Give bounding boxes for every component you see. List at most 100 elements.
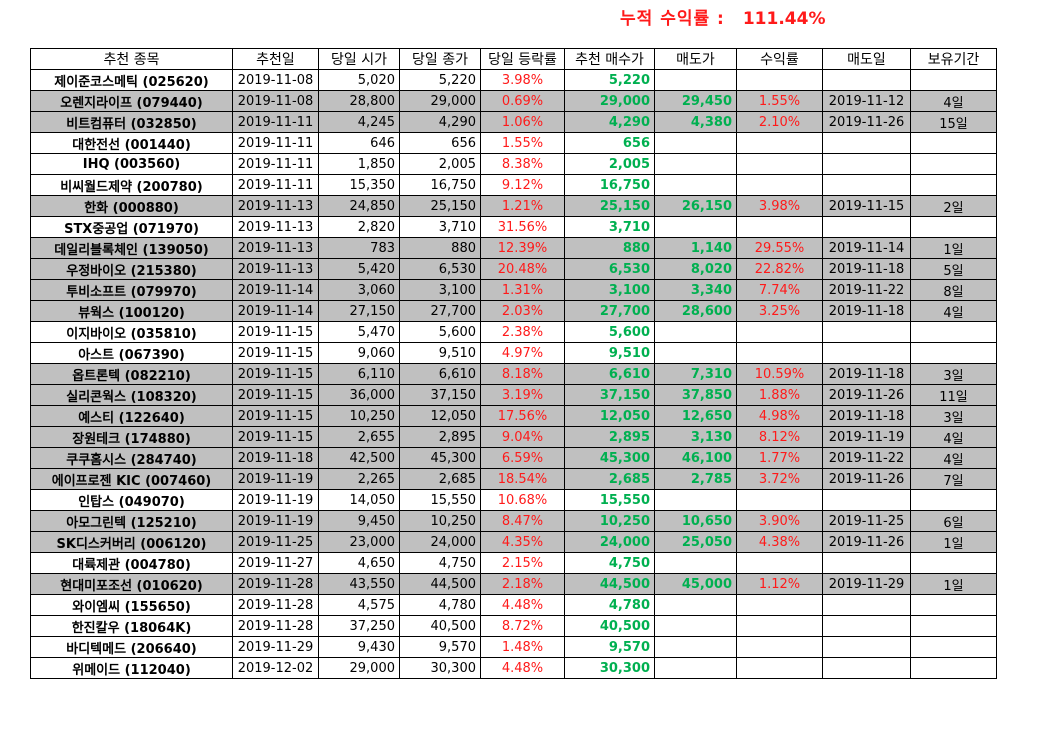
sell-price-cell: 45,000 — [654, 573, 737, 595]
sell-date-cell — [822, 342, 911, 364]
close-price-cell: 40,500 — [399, 615, 481, 637]
open-price-cell: 5,470 — [318, 321, 400, 343]
sell-date-cell: 2019-11-29 — [822, 573, 911, 595]
sell-date-cell: 2019-11-18 — [822, 300, 911, 322]
recommend-date-cell: 2019-11-14 — [232, 300, 319, 322]
column-header-sell: 매도가 — [654, 48, 737, 70]
buy-price-cell: 25,150 — [564, 195, 655, 217]
table-row: 쿠쿠홈시스 (284740) 2019-11-18 42,500 45,300 6.59… — [30, 447, 997, 469]
buy-price-cell: 16,750 — [564, 174, 655, 196]
close-price-cell: 15,550 — [399, 489, 481, 511]
open-price-cell: 5,020 — [318, 69, 400, 91]
holding-period-cell — [910, 153, 997, 175]
return-rate-cell: 2.10% — [736, 111, 823, 133]
recommend-date-cell: 2019-11-14 — [232, 279, 319, 301]
holding-period-cell — [910, 489, 997, 511]
close-price-cell: 37,150 — [399, 384, 481, 406]
close-price-cell: 2,685 — [399, 468, 481, 490]
day-change-cell: 3.19% — [480, 384, 565, 406]
table-row: 한진칼우 (18064K) 2019-11-28 37,250 40,500 8.72%… — [30, 615, 997, 637]
sell-date-cell: 2019-11-15 — [822, 195, 911, 217]
return-rate-cell — [736, 153, 823, 175]
table-row: 대한전선 (001440) 2019-11-11 646 656 1.55% 656 — [30, 132, 997, 154]
table-row: 인탑스 (049070) 2019-11-19 14,050 15,550 10.68%… — [30, 489, 997, 511]
stock-name-cell: 실리콘웍스 (108320) — [30, 384, 233, 406]
return-rate-cell — [736, 615, 823, 637]
buy-price-cell: 12,050 — [564, 405, 655, 427]
stock-name-cell: 인탑스 (049070) — [30, 489, 233, 511]
recommend-date-cell: 2019-11-28 — [232, 594, 319, 616]
holding-period-cell — [910, 69, 997, 91]
close-price-cell: 4,290 — [399, 111, 481, 133]
stock-name-cell: 현대미포조선 (010620) — [30, 573, 233, 595]
buy-price-cell: 4,290 — [564, 111, 655, 133]
stock-name-cell: 예스티 (122640) — [30, 405, 233, 427]
buy-price-cell: 5,600 — [564, 321, 655, 343]
table-row: STX중공업 (071970) 2019-11-13 2,820 3,710 31.56… — [30, 216, 997, 238]
holding-period-cell: 4일 — [910, 90, 997, 112]
stock-name-cell: 위메이드 (112040) — [30, 657, 233, 679]
stock-name-cell: STX중공업 (071970) — [30, 216, 233, 238]
day-change-cell: 1.06% — [480, 111, 565, 133]
stock-name-cell: 비트컴퓨터 (032850) — [30, 111, 233, 133]
sell-date-cell — [822, 153, 911, 175]
holding-period-cell: 4일 — [910, 300, 997, 322]
sell-price-cell: 28,600 — [654, 300, 737, 322]
open-price-cell: 28,800 — [318, 90, 400, 112]
close-price-cell: 880 — [399, 237, 481, 259]
stock-name-cell: 아모그린텍 (125210) — [30, 510, 233, 532]
sell-date-cell: 2019-11-12 — [822, 90, 911, 112]
return-rate-cell — [736, 636, 823, 658]
return-rate-cell: 3.25% — [736, 300, 823, 322]
day-change-cell: 9.04% — [480, 426, 565, 448]
open-price-cell: 2,265 — [318, 468, 400, 490]
sell-price-cell: 29,450 — [654, 90, 737, 112]
day-change-cell: 4.35% — [480, 531, 565, 553]
day-change-cell: 2.38% — [480, 321, 565, 343]
recommend-date-cell: 2019-11-15 — [232, 321, 319, 343]
holding-period-cell: 3일 — [910, 363, 997, 385]
day-change-cell: 2.03% — [480, 300, 565, 322]
buy-price-cell: 45,300 — [564, 447, 655, 469]
open-price-cell: 646 — [318, 132, 400, 154]
open-price-cell: 10,250 — [318, 405, 400, 427]
sell-price-cell — [654, 342, 737, 364]
sell-price-cell: 46,100 — [654, 447, 737, 469]
open-price-cell: 4,650 — [318, 552, 400, 574]
recommend-date-cell: 2019-11-13 — [232, 237, 319, 259]
sell-date-cell — [822, 657, 911, 679]
sell-price-cell: 3,340 — [654, 279, 737, 301]
return-rate-cell: 4.38% — [736, 531, 823, 553]
recommendation-table: 추천 종목 추천일 당일 시가 당일 종가 당일 등락률 추천 매수가 매도가 … — [30, 48, 997, 679]
close-price-cell: 6,610 — [399, 363, 481, 385]
close-price-cell: 16,750 — [399, 174, 481, 196]
return-rate-cell — [736, 174, 823, 196]
sell-date-cell — [822, 489, 911, 511]
stock-name-cell: 제이준코스메틱 (025620) — [30, 69, 233, 91]
recommend-date-cell: 2019-11-28 — [232, 573, 319, 595]
return-rate-cell: 8.12% — [736, 426, 823, 448]
day-change-cell: 20.48% — [480, 258, 565, 280]
buy-price-cell: 9,570 — [564, 636, 655, 658]
sell-date-cell: 2019-11-18 — [822, 363, 911, 385]
buy-price-cell: 2,685 — [564, 468, 655, 490]
sell-price-cell: 37,850 — [654, 384, 737, 406]
sell-price-cell: 4,380 — [654, 111, 737, 133]
table-row: 오렌지라이프 (079440) 2019-11-08 28,800 29,000 0.6… — [30, 90, 997, 112]
close-price-cell: 10,250 — [399, 510, 481, 532]
day-change-cell: 6.59% — [480, 447, 565, 469]
table-row: 대륙제관 (004780) 2019-11-27 4,650 4,750 2.15% 4,… — [30, 552, 997, 574]
stock-name-cell: 아스트 (067390) — [30, 342, 233, 364]
table-row: 제이준코스메틱 (025620) 2019-11-08 5,020 5,220 3.98… — [30, 69, 997, 91]
column-header-open: 당일 시가 — [318, 48, 400, 70]
day-change-cell: 10.68% — [480, 489, 565, 511]
recommend-date-cell: 2019-11-13 — [232, 258, 319, 280]
sell-price-cell: 2,785 — [654, 468, 737, 490]
recommend-date-cell: 2019-11-08 — [232, 90, 319, 112]
open-price-cell: 42,500 — [318, 447, 400, 469]
holding-period-cell: 11일 — [910, 384, 997, 406]
table-row: 옵트론텍 (082210) 2019-11-15 6,110 6,610 8.18% 6,… — [30, 363, 997, 385]
stock-name-cell: 오렌지라이프 (079440) — [30, 90, 233, 112]
open-price-cell: 9,430 — [318, 636, 400, 658]
recommend-date-cell: 2019-11-11 — [232, 132, 319, 154]
